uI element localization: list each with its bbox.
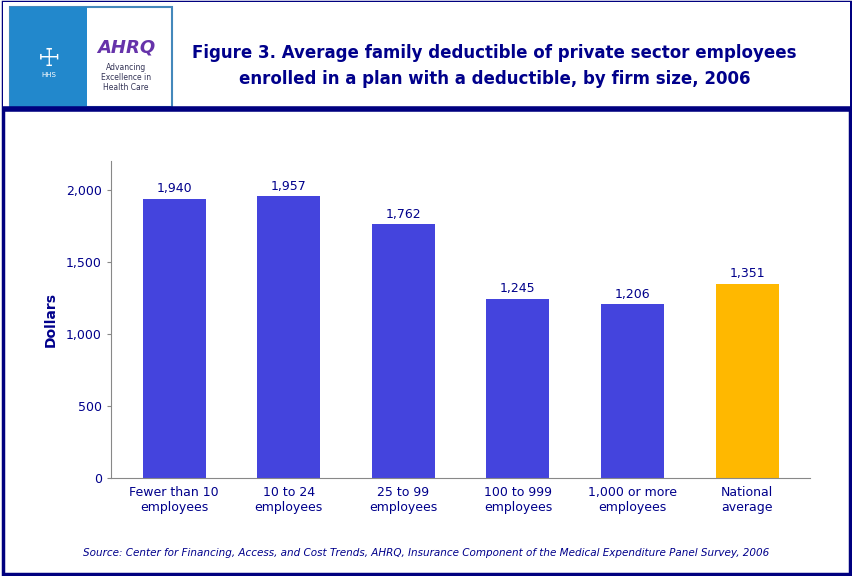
Text: Excellence in: Excellence in — [101, 73, 151, 82]
Text: 1,957: 1,957 — [271, 180, 306, 192]
Bar — [601, 304, 663, 478]
Text: Health Care: Health Care — [103, 83, 149, 92]
Text: AHRQ: AHRQ — [97, 38, 155, 56]
Bar — [257, 196, 320, 478]
Text: ☩: ☩ — [37, 47, 60, 71]
Text: enrolled in a plan with a deductible, by firm size, 2006: enrolled in a plan with a deductible, by… — [239, 70, 750, 88]
Bar — [142, 199, 205, 478]
Text: Figure 3. Average family deductible of private sector employees: Figure 3. Average family deductible of p… — [193, 44, 796, 62]
Text: 1,940: 1,940 — [156, 182, 192, 195]
Y-axis label: Dollars: Dollars — [43, 292, 58, 347]
Text: 1,206: 1,206 — [614, 288, 649, 301]
Text: HHS: HHS — [41, 72, 56, 78]
Text: Advancing: Advancing — [106, 63, 147, 73]
Text: 1,351: 1,351 — [728, 267, 764, 280]
Bar — [371, 224, 435, 478]
Text: 1,762: 1,762 — [385, 208, 421, 221]
Text: 1,245: 1,245 — [499, 282, 535, 295]
Text: Source: Center for Financing, Access, and Cost Trends, AHRQ, Insurance Component: Source: Center for Financing, Access, an… — [83, 548, 769, 558]
Bar — [486, 299, 549, 478]
Bar — [715, 283, 778, 478]
